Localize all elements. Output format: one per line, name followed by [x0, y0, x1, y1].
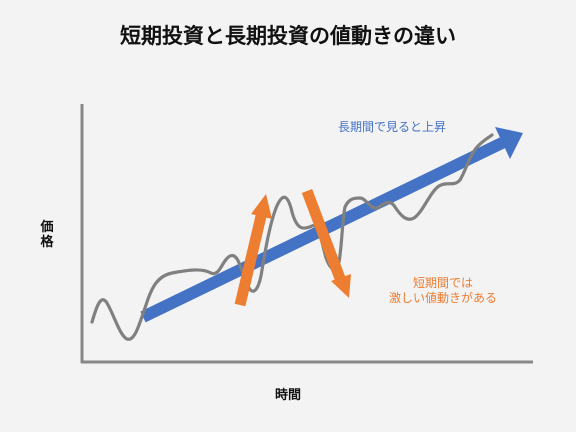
long-term-annotation: 長期間で見ると上昇: [338, 120, 447, 134]
short-term-annotation-line2: 激しい値動きがある: [388, 291, 497, 305]
x-axis-label: 時間: [274, 388, 301, 403]
diagram-title: 短期投資と長期投資の値動きの違い: [120, 24, 456, 48]
short-term-arrow-down: [301, 189, 351, 298]
short-term-arrow-up: [234, 194, 272, 307]
y-axis-label: 価格: [40, 220, 54, 250]
price-line: [90, 133, 494, 341]
short-term-annotation-line1: 短期間では: [412, 276, 473, 290]
short-term-annotation: 短期間では 激しい値動きがある: [368, 276, 518, 306]
